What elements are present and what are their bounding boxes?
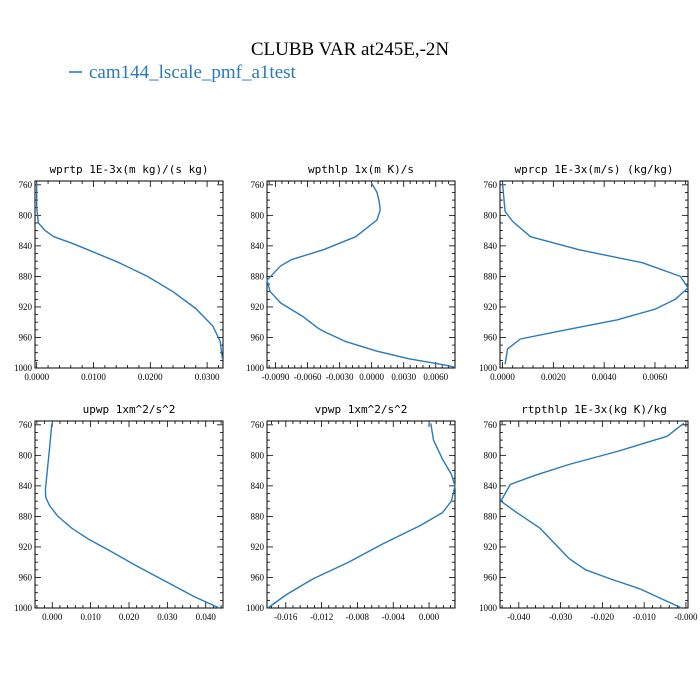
y-tick-label: 880 bbox=[19, 511, 33, 521]
y-tick-label: 800 bbox=[251, 450, 265, 460]
x-tick-label: 0.0030 bbox=[391, 372, 416, 382]
panel-title: wpthlp 1x(m K)/s bbox=[308, 163, 414, 176]
y-tick-label: 920 bbox=[19, 542, 33, 552]
legend-label: cam144_lscale_pmf_a1test bbox=[89, 62, 297, 83]
plot-frame bbox=[34, 180, 224, 369]
x-tick-label: 0.000 bbox=[419, 612, 440, 622]
x-tick-label: -0.004 bbox=[382, 612, 406, 622]
y-tick-label: 800 bbox=[484, 450, 498, 460]
panel-3: wprcp 1E-3x(m/s) (kg/kg) 760 800 840 880 920 9… bbox=[479, 163, 689, 382]
y-tick-label: 960 bbox=[19, 572, 33, 582]
y-tick-label: 960 bbox=[484, 332, 498, 342]
y-tick-label: 800 bbox=[251, 210, 265, 220]
y-tick-label: 760 bbox=[484, 180, 498, 190]
x-tick-label: 0.0060 bbox=[423, 372, 448, 382]
x-tick-label: 0.0060 bbox=[643, 372, 668, 382]
y-tick-label: 920 bbox=[484, 542, 498, 552]
series-line bbox=[501, 183, 689, 365]
y-tick-label: 1000 bbox=[479, 363, 498, 373]
y-tick-label: 920 bbox=[19, 302, 33, 312]
y-tick-label: 880 bbox=[19, 271, 33, 281]
x-tick-label: 0.010 bbox=[81, 612, 102, 622]
panel-1: wprtp 1E-3x(m kg)/(s kg) 760 800 840 880 920 9… bbox=[14, 163, 224, 382]
x-tick-label: 0.0200 bbox=[138, 372, 163, 382]
x-tick-label: -0.040 bbox=[507, 612, 531, 622]
y-tick-label: 960 bbox=[484, 572, 498, 582]
y-tick-label: 800 bbox=[19, 210, 33, 220]
y-tick-label: 1000 bbox=[14, 363, 33, 373]
plot-frame bbox=[266, 420, 456, 609]
x-tick-label: 0.0000 bbox=[490, 372, 515, 382]
x-tick-label: -0.030 bbox=[549, 612, 573, 622]
y-tick-label: 760 bbox=[19, 420, 33, 430]
plot-frame bbox=[34, 420, 224, 609]
y-tick-label: 760 bbox=[19, 180, 33, 190]
series-line bbox=[36, 183, 224, 359]
y-tick-label: 1000 bbox=[246, 603, 265, 613]
panel-5: vpwp 1xm^2/s^2 760 800 840 880 920 960 1000 -0.0… bbox=[246, 403, 456, 622]
panel-title: rtpthlp 1E-3x(kg K)/kg bbox=[521, 403, 667, 416]
y-tick-label: 840 bbox=[484, 481, 498, 491]
y-tick-label: 960 bbox=[251, 332, 265, 342]
panel-4: upwp 1xm^2/s^2 760 800 840 880 920 960 1000 0.00… bbox=[14, 403, 224, 622]
x-tick-label: -0.016 bbox=[274, 612, 298, 622]
x-tick-label: 0.030 bbox=[157, 612, 178, 622]
panel-title: wprcp 1E-3x(m/s) (kg/kg) bbox=[515, 163, 674, 176]
figure-title: CLUBB VAR at245E,-2N bbox=[251, 39, 450, 60]
panel-title: upwp 1xm^2/s^2 bbox=[83, 403, 176, 416]
x-tick-label: 0.040 bbox=[196, 612, 217, 622]
x-tick-label: 0.020 bbox=[119, 612, 140, 622]
x-tick-label: -0.008 bbox=[346, 612, 370, 622]
y-tick-label: 760 bbox=[484, 420, 498, 430]
x-tick-label: -0.000 bbox=[674, 612, 698, 622]
y-tick-label: 920 bbox=[251, 542, 265, 552]
x-tick-label: -0.020 bbox=[591, 612, 615, 622]
y-tick-label: 840 bbox=[19, 241, 33, 251]
plot-frame bbox=[499, 420, 689, 609]
plot-frame bbox=[266, 180, 456, 369]
x-tick-label: 0.0000 bbox=[359, 372, 384, 382]
x-tick-label: 0.0040 bbox=[592, 372, 617, 382]
y-tick-label: 920 bbox=[484, 302, 498, 312]
y-tick-label: 760 bbox=[251, 420, 265, 430]
x-tick-label: -0.010 bbox=[633, 612, 657, 622]
y-tick-label: 1000 bbox=[479, 603, 498, 613]
y-tick-label: 880 bbox=[251, 511, 265, 521]
x-tick-label: -0.012 bbox=[310, 612, 333, 622]
panel-title: vpwp 1xm^2/s^2 bbox=[315, 403, 408, 416]
panel-2: wpthlp 1x(m K)/s7608008408809209601000-0… bbox=[246, 163, 456, 382]
x-tick-label: -0.0090 bbox=[262, 372, 290, 382]
series-line bbox=[500, 422, 685, 609]
y-tick-label: 840 bbox=[19, 481, 33, 491]
plot-frame bbox=[499, 180, 689, 369]
x-tick-label: 0.0000 bbox=[24, 372, 49, 382]
y-tick-label: 840 bbox=[484, 241, 498, 251]
y-tick-label: 920 bbox=[251, 302, 265, 312]
y-tick-label: 800 bbox=[484, 210, 498, 220]
x-tick-label: 0.0100 bbox=[81, 372, 106, 382]
panel-title: wprtp 1E-3x(m kg)/(s kg) bbox=[50, 163, 209, 176]
series-line bbox=[44, 423, 220, 609]
y-tick-label: 800 bbox=[19, 450, 33, 460]
y-tick-label: 1000 bbox=[14, 603, 33, 613]
series-line bbox=[267, 423, 456, 609]
y-tick-label: 840 bbox=[251, 481, 265, 491]
x-tick-label: -0.0030 bbox=[326, 372, 354, 382]
x-tick-label: 0.0300 bbox=[195, 372, 220, 382]
y-tick-label: 880 bbox=[484, 511, 498, 521]
y-tick-label: 960 bbox=[19, 332, 33, 342]
y-tick-label: 960 bbox=[251, 572, 265, 582]
y-tick-label: 1000 bbox=[246, 363, 265, 373]
panels: wprtp 1E-3x(m kg)/(s kg) 760 800 840 880 920 9… bbox=[14, 163, 698, 622]
x-tick-label: -0.0060 bbox=[294, 372, 322, 382]
x-tick-label: 0.0020 bbox=[541, 372, 566, 382]
y-tick-label: 880 bbox=[251, 271, 265, 281]
y-tick-label: 880 bbox=[484, 271, 498, 281]
y-tick-label: 840 bbox=[251, 241, 265, 251]
panel-6: rtpthlp 1E-3x(kg K)/kg 760 800 840 880 920 960… bbox=[479, 403, 698, 622]
y-tick-label: 760 bbox=[251, 180, 265, 190]
x-tick-label: 0.000 bbox=[42, 612, 63, 622]
series-line bbox=[266, 182, 456, 368]
